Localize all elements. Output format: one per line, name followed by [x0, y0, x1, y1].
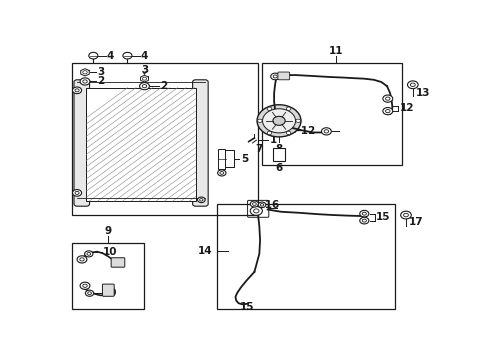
- Circle shape: [257, 105, 301, 137]
- Circle shape: [260, 203, 263, 206]
- Circle shape: [359, 210, 368, 217]
- Circle shape: [72, 190, 81, 196]
- Text: 12: 12: [399, 103, 413, 113]
- Text: 11: 11: [328, 46, 343, 56]
- Text: 10: 10: [102, 247, 117, 257]
- Circle shape: [385, 97, 389, 100]
- Circle shape: [295, 119, 300, 122]
- Circle shape: [75, 192, 79, 194]
- Circle shape: [77, 256, 87, 263]
- FancyBboxPatch shape: [192, 80, 208, 206]
- Text: 6: 6: [275, 163, 282, 173]
- Text: 2: 2: [159, 81, 166, 91]
- Bar: [72, 63, 258, 215]
- Circle shape: [220, 172, 223, 174]
- Circle shape: [286, 107, 290, 111]
- Circle shape: [266, 107, 271, 111]
- FancyBboxPatch shape: [102, 284, 114, 296]
- Circle shape: [87, 252, 90, 255]
- Circle shape: [266, 131, 271, 135]
- Circle shape: [362, 212, 366, 215]
- Text: 8: 8: [275, 144, 282, 154]
- FancyBboxPatch shape: [74, 80, 89, 206]
- Circle shape: [197, 197, 205, 203]
- Circle shape: [400, 211, 410, 219]
- Circle shape: [250, 201, 258, 207]
- Text: 13: 13: [415, 88, 429, 98]
- Text: ←16: ←16: [256, 201, 279, 210]
- Bar: [272, 148, 285, 161]
- Circle shape: [407, 81, 417, 89]
- Text: 17: 17: [408, 217, 423, 227]
- Circle shape: [199, 199, 203, 201]
- FancyBboxPatch shape: [111, 258, 124, 267]
- Text: 4: 4: [141, 51, 148, 61]
- Circle shape: [270, 73, 279, 80]
- Circle shape: [85, 290, 94, 296]
- Bar: [218, 149, 225, 169]
- Text: 10: 10: [102, 288, 117, 298]
- Circle shape: [75, 89, 79, 92]
- Circle shape: [385, 109, 389, 113]
- Circle shape: [272, 116, 285, 125]
- Circle shape: [321, 128, 331, 135]
- Circle shape: [258, 202, 265, 208]
- Circle shape: [80, 258, 84, 261]
- Circle shape: [252, 203, 256, 205]
- Circle shape: [253, 209, 259, 213]
- Circle shape: [139, 82, 149, 90]
- Text: 15: 15: [240, 302, 254, 311]
- Text: 7: 7: [255, 144, 263, 154]
- Bar: [262, 63, 401, 165]
- Circle shape: [286, 131, 290, 135]
- Text: 3: 3: [97, 67, 104, 77]
- Bar: [86, 87, 196, 201]
- Text: 3: 3: [141, 64, 148, 75]
- Circle shape: [273, 75, 277, 78]
- Polygon shape: [81, 69, 89, 76]
- Circle shape: [403, 213, 407, 217]
- Circle shape: [142, 77, 146, 80]
- Polygon shape: [140, 75, 148, 82]
- Text: 4: 4: [106, 51, 114, 61]
- Circle shape: [87, 292, 91, 294]
- Circle shape: [142, 85, 146, 88]
- Text: 5: 5: [241, 154, 248, 164]
- Text: 14: 14: [198, 246, 212, 256]
- Circle shape: [80, 78, 90, 85]
- Text: 15: 15: [375, 212, 390, 222]
- Circle shape: [359, 217, 368, 224]
- Circle shape: [82, 80, 87, 83]
- Text: 2: 2: [97, 76, 104, 86]
- Bar: [72, 243, 144, 309]
- Circle shape: [257, 119, 262, 122]
- Circle shape: [217, 170, 225, 176]
- Circle shape: [82, 284, 87, 287]
- Circle shape: [409, 83, 414, 86]
- Circle shape: [84, 251, 93, 257]
- Text: ←12: ←12: [292, 126, 315, 136]
- Circle shape: [382, 95, 392, 102]
- Bar: [216, 204, 394, 309]
- Circle shape: [89, 52, 98, 59]
- Circle shape: [72, 87, 81, 94]
- Circle shape: [324, 130, 328, 133]
- Circle shape: [382, 108, 392, 115]
- FancyBboxPatch shape: [277, 72, 289, 80]
- Circle shape: [262, 109, 295, 133]
- Circle shape: [82, 71, 87, 74]
- Circle shape: [250, 207, 262, 215]
- Circle shape: [122, 52, 132, 59]
- Text: 9: 9: [105, 226, 112, 236]
- Circle shape: [80, 282, 90, 289]
- Text: 1: 1: [269, 135, 276, 145]
- Circle shape: [362, 219, 366, 222]
